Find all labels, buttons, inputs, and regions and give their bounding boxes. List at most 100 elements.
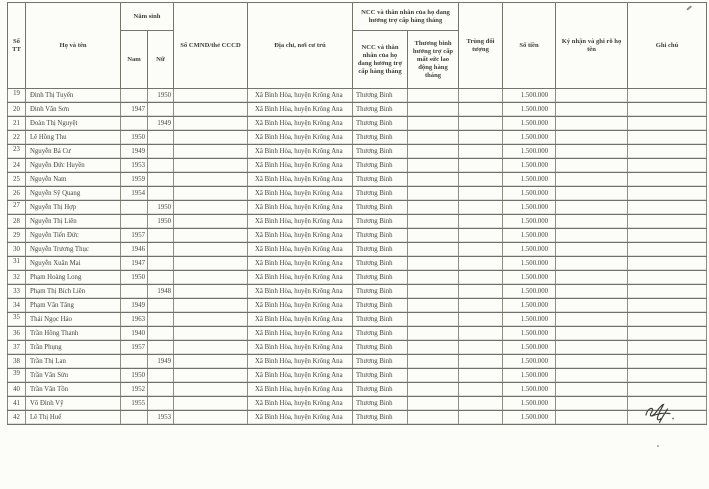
table-row: 20 Đinh Văn Sơn 1947 Xã Bình Hòa, huyện Krô… (7, 102, 707, 117)
cell-stt: 30 (7, 242, 26, 257)
cell-nam (120, 200, 148, 215)
cell-nu (147, 144, 174, 159)
cell-ncc: Thương Binh (352, 214, 408, 229)
cell-address: Xã Bình Hòa, huyện Krông Ana (247, 130, 353, 145)
cell-nam: 1950 (120, 270, 148, 285)
cell-nam: 1947 (120, 102, 148, 117)
cell-nam: 1957 (120, 340, 148, 355)
cell-trung (458, 242, 503, 257)
table-row: 37 Trần Phụng 1957 Xã Bình Hòa, huyện Krông… (7, 340, 707, 355)
cell-trung (458, 284, 503, 299)
cell-tb (407, 200, 459, 215)
cell-trung (458, 326, 503, 341)
cell-sign (555, 228, 628, 243)
cell-nam (120, 284, 148, 299)
cell-nam: 1953 (120, 158, 148, 173)
table-row: 33 Phạm Thị Bích Liên 1948 Xã Bình Hòa, huy… (7, 284, 707, 299)
cell-trung (458, 312, 503, 327)
cell-ncc: Thương Binh (352, 88, 408, 103)
cell-name: Trần Văn Tồn (25, 382, 121, 397)
cell-cmnd (173, 158, 248, 173)
cell-ncc: Thương Binh (352, 256, 408, 271)
cell-nu (147, 172, 174, 187)
table-row: 34 Phạm Văn Tăng 1949 Xã Bình Hòa, huyện Kr… (7, 298, 707, 313)
cell-nam: 1949 (120, 144, 148, 159)
cell-note (627, 144, 707, 159)
cell-nu (147, 298, 174, 313)
cell-sign (555, 326, 628, 341)
cell-cmnd (173, 102, 248, 117)
header-male: Nam (120, 30, 148, 89)
cell-amount: 1.500.000 (502, 200, 556, 215)
cell-trung (458, 256, 503, 271)
cell-amount: 1.500.000 (502, 242, 556, 257)
table-row: 29 Nguyễn Tiến Đức 1957 Xã Bình Hòa, huyện … (7, 228, 707, 243)
table-row: 38 Trần Thị Lan 1949 Xã Bình Hòa, huyện Krô… (7, 354, 707, 369)
table-row: 30 Nguyễn Trương Thục 1946 Xã Bình Hòa, huy… (7, 242, 707, 257)
header-duplicate: Trùng đối tượng (458, 2, 503, 89)
cell-nu: 1950 (147, 200, 174, 215)
cell-address: Xã Bình Hòa, huyện Krông Ana (247, 172, 353, 187)
table-row: 21 Đoàn Thị Nguyệt 1949 Xã Bình Hòa, huyện … (7, 116, 707, 131)
cell-trung (458, 396, 503, 411)
cell-nam (120, 354, 148, 369)
table-row: 31 Nguyễn Xuân Mai 1947 Xã Bình Hòa, huyện … (7, 256, 707, 271)
cell-name: Phạm Văn Tăng (25, 298, 121, 313)
cell-tb (407, 158, 459, 173)
cell-trung (458, 214, 503, 229)
cell-tb (407, 312, 459, 327)
cell-cmnd (173, 284, 248, 299)
cell-sign (555, 172, 628, 187)
cell-stt: 36 (7, 326, 26, 341)
cell-stt: 32 (7, 270, 26, 285)
cell-ncc: Thương Binh (352, 172, 408, 187)
cell-nu (147, 312, 174, 327)
cell-ncc: Thương Binh (352, 242, 408, 257)
cell-name: Nguyễn Nam (25, 172, 121, 187)
cell-nam: 1955 (120, 396, 148, 411)
cell-name: Trần Hồng Thanh (25, 326, 121, 341)
cell-ncc: Thương Binh (352, 116, 408, 131)
cell-amount: 1.500.000 (502, 172, 556, 187)
cell-name: Nguyễn Trương Thục (25, 242, 121, 257)
cell-amount: 1.500.000 (502, 102, 556, 117)
cell-amount: 1.500.000 (502, 396, 556, 411)
cell-sign (555, 312, 628, 327)
cell-cmnd (173, 298, 248, 313)
cell-trung (458, 158, 503, 173)
cell-cmnd (173, 200, 248, 215)
cell-cmnd (173, 368, 248, 383)
cell-name: Võ Đình Vỹ (25, 396, 121, 411)
cell-tb (407, 88, 459, 103)
cell-ncc: Thương Binh (352, 200, 408, 215)
beneficiary-table: Số TT Họ và tên Năm sinh Số CMND/thẻ CCC… (7, 2, 707, 425)
cell-stt: 41 (7, 396, 26, 411)
cell-tb (407, 410, 459, 425)
cell-sign (555, 298, 628, 313)
cell-ncc: Thương Binh (352, 102, 408, 117)
cell-tb (407, 340, 459, 355)
cell-stt: 21 (7, 116, 26, 131)
cell-trung (458, 382, 503, 397)
cell-name: Nguyễn Đức Huyền (25, 158, 121, 173)
cell-note (627, 102, 707, 117)
cell-cmnd (173, 312, 248, 327)
cell-address: Xã Bình Hòa, huyện Krông Ana (247, 298, 353, 313)
cell-amount: 1.500.000 (502, 214, 556, 229)
header-name: Họ và tên (25, 2, 121, 89)
cell-tb (407, 130, 459, 145)
cell-ncc: Thương Binh (352, 354, 408, 369)
header-ncc-sub: NCC và thân nhân của họ đang hưởng trợ c… (352, 30, 408, 89)
cell-address: Xã Bình Hòa, huyện Krông Ana (247, 410, 353, 425)
cell-trung (458, 116, 503, 131)
header-birth-year-group: Năm sinh (120, 2, 174, 31)
cell-cmnd (173, 172, 248, 187)
cell-ncc: Thương Binh (352, 312, 408, 327)
cell-stt: 33 (7, 284, 26, 299)
header-amount: Số tiền (502, 2, 556, 89)
cell-ncc: Thương Binh (352, 228, 408, 243)
cell-nu (147, 102, 174, 117)
table-row: 24 Nguyễn Đức Huyền 1953 Xã Bình Hòa, huyện… (7, 158, 707, 173)
header-address: Địa chỉ, nơi cư trú (247, 2, 353, 89)
cell-address: Xã Bình Hòa, huyện Krông Ana (247, 368, 353, 383)
